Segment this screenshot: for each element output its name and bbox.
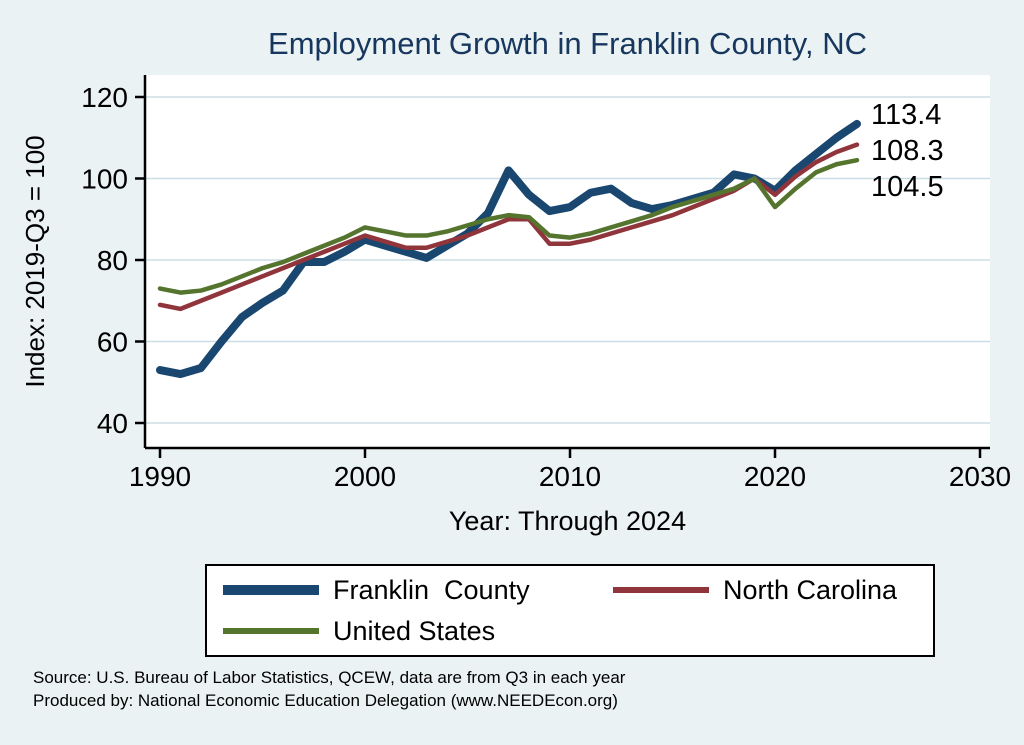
source-line: Source: U.S. Bureau of Labor Statistics,… (33, 668, 626, 687)
source-notes: Source: U.S. Bureau of Labor Statistics,… (33, 666, 625, 712)
legend: Franklin County North Carolina United St… (205, 564, 935, 657)
legend-entry-franklin-county: Franklin County (223, 570, 613, 611)
legend-swatch-wrap (223, 585, 319, 595)
y-tick-label: 60 (97, 327, 128, 358)
legend-swatch-wrap (613, 586, 709, 594)
x-tick-label: 2030 (949, 461, 1011, 492)
x-tick-label: 2020 (744, 461, 806, 492)
y-tick-label: 120 (81, 82, 128, 113)
legend-label: United States (333, 615, 496, 646)
y-axis-label: Index: 2019-Q3 = 100 (20, 135, 50, 387)
x-tick-label: 1990 (129, 461, 191, 492)
y-tick-label: 100 (81, 164, 128, 195)
legend-swatch-wrap (223, 627, 319, 635)
legend-entry-united-states: United States (223, 611, 613, 652)
legend-label: Franklin County (333, 574, 530, 605)
y-tick-label: 40 (97, 408, 128, 439)
series-end-label: 113.4 (871, 99, 941, 131)
x-tick-label: 2000 (334, 461, 396, 492)
legend-swatch-franklin-county (223, 585, 319, 595)
legend-swatch-north-carolina (613, 586, 709, 594)
y-tick-label: 80 (97, 245, 128, 276)
x-axis-label: Year: Through 2024 (448, 506, 687, 536)
series-end-label: 108.3 (871, 135, 944, 167)
produced-by-line: Produced by: National Economic Education… (33, 691, 618, 710)
x-tick-label: 2010 (539, 461, 601, 492)
plot-area (145, 75, 990, 448)
series-end-label: 104.5 (871, 171, 944, 203)
legend-label: North Carolina (723, 574, 898, 605)
legend-entry-north-carolina: North Carolina (613, 570, 913, 611)
chart-title: Employment Growth in Franklin County, NC (268, 26, 867, 61)
series-line-franklin-county (156, 119, 861, 379)
series-line-united-states (157, 157, 860, 295)
legend-swatch-united-states (223, 627, 319, 635)
